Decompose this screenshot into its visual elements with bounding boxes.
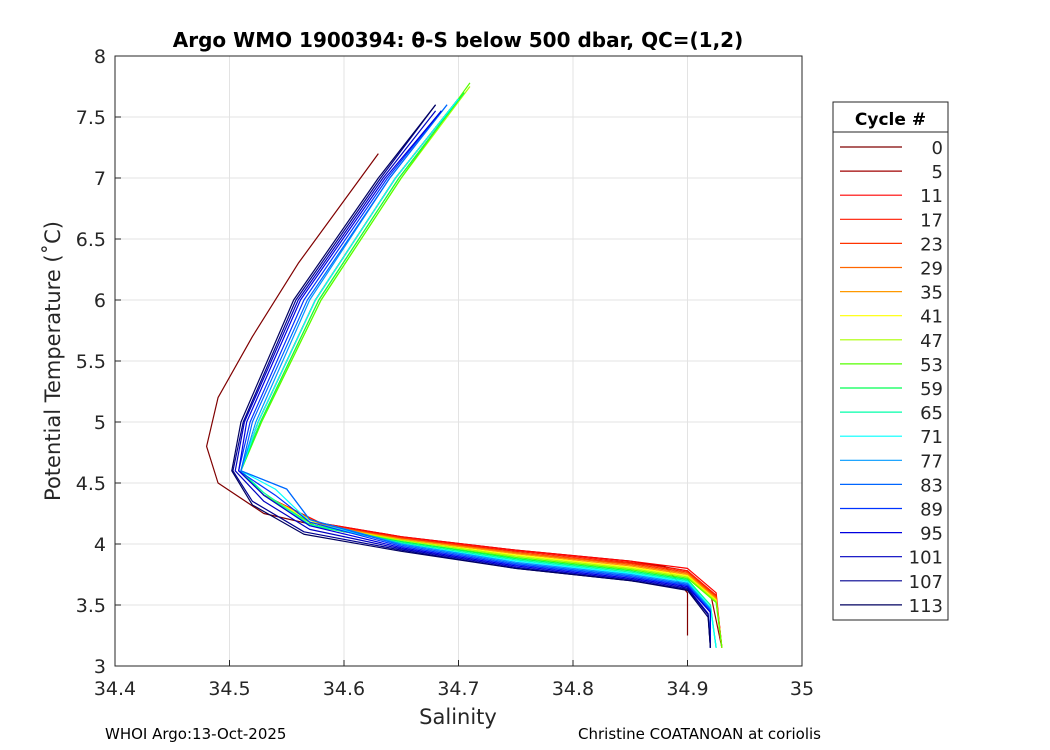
y-axis-label: Potential Temperature (˚C) bbox=[41, 221, 65, 501]
legend-label: 113 bbox=[909, 596, 943, 617]
series-line-cycle-89 bbox=[238, 110, 712, 648]
legend-label: 35 bbox=[920, 283, 943, 304]
x-tick-label: 34.5 bbox=[208, 678, 250, 700]
axes-box bbox=[114, 55, 803, 667]
legend-label: 11 bbox=[920, 186, 943, 207]
series-line-cycle-107 bbox=[232, 104, 711, 648]
legend-label: 5 bbox=[932, 162, 943, 183]
series-line-cycle-95 bbox=[238, 110, 712, 648]
legend-label: 107 bbox=[909, 572, 943, 593]
legend-label: 41 bbox=[920, 307, 943, 328]
legend-label: 47 bbox=[920, 331, 943, 352]
series-line-cycle-113 bbox=[231, 104, 711, 648]
y-tick-label: 3 bbox=[94, 656, 106, 678]
legend-title: Cycle # bbox=[855, 110, 926, 130]
y-tick-label: 4.5 bbox=[76, 473, 106, 495]
legend-label: 29 bbox=[920, 259, 943, 280]
x-tick-label: 34.9 bbox=[666, 678, 708, 700]
legend-label: 89 bbox=[920, 500, 943, 521]
series-line-cycle-83 bbox=[240, 104, 712, 648]
y-tick-label: 6.5 bbox=[76, 229, 106, 251]
legend-label: 23 bbox=[920, 234, 943, 255]
x-axis-label: Salinity bbox=[419, 705, 497, 729]
footer-left: WHOI Argo:13-Oct-2025 bbox=[105, 725, 287, 743]
footer-right: Christine COATANOAN at coriolis bbox=[578, 725, 821, 743]
legend-label: 71 bbox=[920, 427, 943, 448]
x-tick-label: 34.6 bbox=[323, 678, 365, 700]
y-tick-label: 7 bbox=[94, 168, 106, 190]
x-tick-label: 34.8 bbox=[552, 678, 594, 700]
legend-label: 77 bbox=[920, 451, 943, 472]
y-tick-label: 5.5 bbox=[76, 351, 106, 373]
legend-label: 17 bbox=[920, 210, 943, 231]
y-tick-label: 6 bbox=[94, 290, 106, 312]
legend-label: 53 bbox=[920, 355, 943, 376]
legend-label: 83 bbox=[920, 475, 943, 496]
y-tick-label: 4 bbox=[94, 534, 106, 556]
legend-label: 95 bbox=[920, 524, 943, 545]
legend-label: 101 bbox=[909, 548, 943, 569]
legend-box bbox=[832, 101, 949, 621]
legend-label: 65 bbox=[920, 403, 943, 424]
y-tick-label: 7.5 bbox=[76, 107, 106, 129]
x-tick-label: 34.4 bbox=[94, 678, 136, 700]
series-line-cycle-101 bbox=[234, 110, 711, 648]
y-tick-label: 8 bbox=[94, 46, 106, 68]
x-tick-label: 34.7 bbox=[437, 678, 479, 700]
legend-label: 59 bbox=[920, 379, 943, 400]
y-tick-label: 3.5 bbox=[76, 595, 106, 617]
legend-label: 0 bbox=[932, 138, 943, 159]
x-tick-label: 35 bbox=[790, 678, 814, 700]
y-tick-label: 5 bbox=[94, 412, 106, 434]
chart-title: Argo WMO 1900394: θ-S below 500 dbar, QC… bbox=[173, 28, 743, 52]
